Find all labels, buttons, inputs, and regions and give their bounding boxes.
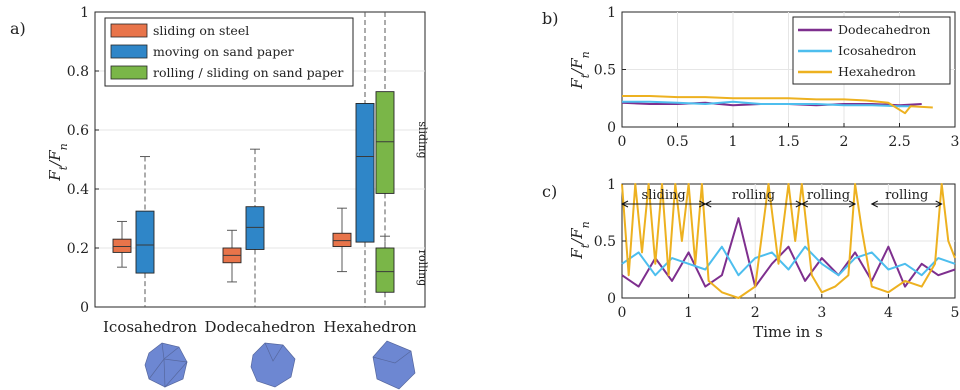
box-icosahedron-moving-on-sand-paper <box>135 210 155 274</box>
box-hexahedron-moving-on-sand-paper <box>355 102 375 243</box>
box-hexahedron-rolling-sliding-on-sand-paper-rolling <box>375 247 395 293</box>
box-hexahedron-sliding-on-steel <box>332 232 352 247</box>
phase-arrowhead-start <box>620 200 629 208</box>
panel-c-xtick-label: 5 <box>951 305 960 321</box>
box-dodecahedron-moving-on-sand-paper <box>245 206 265 250</box>
svg-text:Ft/Fn: Ft/Fn <box>46 143 70 181</box>
panel-b-ylabel: Ft/Fn <box>568 51 592 89</box>
panel-a-ytick-label: 0 <box>80 300 89 316</box>
panel-b-xtick-label: 2 <box>840 134 849 150</box>
panel-c-grid <box>622 184 955 298</box>
panel-b-label: b) <box>542 9 558 28</box>
panel-c-ytick-label: 1 <box>607 177 616 193</box>
phase-arrowhead-start <box>800 200 809 208</box>
panel-c-xtick-label: 2 <box>751 305 760 321</box>
panel-b-xtick-label: 0 <box>618 134 627 150</box>
panel-a-ytick-label: 1 <box>80 5 89 21</box>
panel-b-line-icosahedron <box>622 100 911 108</box>
hexahedron-icon <box>372 340 416 390</box>
legend-swatch-sliding-steel <box>110 23 148 38</box>
phase-label-sliding: sliding <box>642 188 686 203</box>
legend-label-icosahedron: Icosahedron <box>838 43 916 58</box>
panel-b-xtick-label: 3 <box>951 134 960 150</box>
panel-c-xtick-label: 1 <box>684 305 693 321</box>
legend-label-hexahedron: Hexahedron <box>838 64 916 79</box>
phase-label-rolling: rolling <box>732 188 775 203</box>
panel-a-xticks: Icosahedron Dodecahedron Hexahedron <box>103 318 417 336</box>
phase-arrowhead-start <box>870 200 878 208</box>
panel-a-ytick-label: 0.4 <box>67 182 89 198</box>
panel-c-phases: sliding rolling rolling rolling <box>620 188 943 208</box>
svg-text:Ft/Fn: Ft/Fn <box>568 51 592 89</box>
panel-a-yticks: 0 0.2 0.4 0.6 0.8 1 <box>67 5 99 316</box>
panel-a-plot-area <box>94 11 426 308</box>
legend-swatch-moving-sand <box>110 44 148 59</box>
panel-c-lines <box>621 183 956 299</box>
panel-a-ylabel: Ft/Fn <box>46 143 70 181</box>
phase-label-rolling: rolling <box>885 188 928 203</box>
panel-a-boxes <box>112 12 395 307</box>
panel-b-line-hexahedron <box>622 95 933 115</box>
panel-c-ytick-label: 0.5 <box>594 234 616 250</box>
panel-c-xlabel: Time in s <box>753 323 823 341</box>
panel-c-ytick-label: 0 <box>607 291 616 307</box>
panel-a-ytick-label: 0.8 <box>67 64 89 80</box>
panel-a-xtick-label: Icosahedron <box>103 318 197 336</box>
panel-b-ytick-label: 0 <box>607 120 616 136</box>
panel-a-ytick-label: 0.2 <box>67 241 89 257</box>
legend-swatch-rolling-sliding <box>110 65 148 80</box>
panel-c-line-icosahedron <box>621 245 956 277</box>
annotation-rolling: rolling <box>416 250 429 287</box>
panel-b-xtick-label: 1 <box>729 134 738 150</box>
box-icosahedron-sliding-on-steel <box>112 238 132 253</box>
panel-b-xtick-label: 2.5 <box>888 134 910 150</box>
panel-b-xtick-label: 0.5 <box>666 134 688 150</box>
panel-b-legend: Dodecahedron Icosahedron Hexahedron <box>792 16 951 85</box>
dodecahedron-icon <box>250 342 296 388</box>
panel-c-ylabel: Ft/Fn <box>568 221 592 259</box>
panel-b-lines <box>621 95 933 115</box>
phase-arrowhead-start <box>704 200 712 208</box>
panel-a-label: a) <box>10 19 26 38</box>
panel-c-line-dodecahedron <box>621 217 956 288</box>
panel-b-ytick-label: 0.5 <box>594 63 616 79</box>
icosahedron-icon <box>144 342 188 388</box>
panel-b-xtick-label: 1.5 <box>777 134 799 150</box>
legend-label-dodecahedron: Dodecahedron <box>838 22 930 37</box>
panel-c-xtick-label: 3 <box>817 305 826 321</box>
panel-a-legend: sliding on steel moving on sand paper ro… <box>104 17 354 87</box>
legend-label-sliding-steel: sliding on steel <box>153 23 249 38</box>
panel-c-label: c) <box>542 182 557 201</box>
annotation-sliding: sliding <box>416 121 429 158</box>
panel-b-ticks: 0 0.5 1 1.5 2 2.5 3 0 0.5 1 <box>594 5 960 150</box>
panel-c-xtick-label: 0 <box>618 305 627 321</box>
svg-text:Ft/Fn: Ft/Fn <box>568 221 592 259</box>
phase-label-rolling: rolling <box>807 188 850 203</box>
panel-a-ytick-label: 0.6 <box>67 123 89 139</box>
legend-label-moving-sand: moving on sand paper <box>153 44 294 59</box>
panel-a-xtick-label: Hexahedron <box>323 318 417 336</box>
phase-arrowhead-end <box>935 200 943 208</box>
phase-arrowhead-end <box>848 200 857 208</box>
legend-label-rolling-sliding: rolling / sliding on sand paper <box>153 65 343 80</box>
box-hexahedron-rolling-sliding-on-sand-paper-sliding <box>375 91 395 194</box>
panel-c-ticks: 0 1 2 3 4 5 0 0.5 1 <box>594 177 960 321</box>
panel-c-line-hexahedron <box>621 183 956 299</box>
panel-a-xtick-label: Dodecahedron <box>205 318 316 336</box>
panel-b-ytick-label: 1 <box>607 5 616 21</box>
panel-c-xtick-label: 4 <box>884 305 893 321</box>
